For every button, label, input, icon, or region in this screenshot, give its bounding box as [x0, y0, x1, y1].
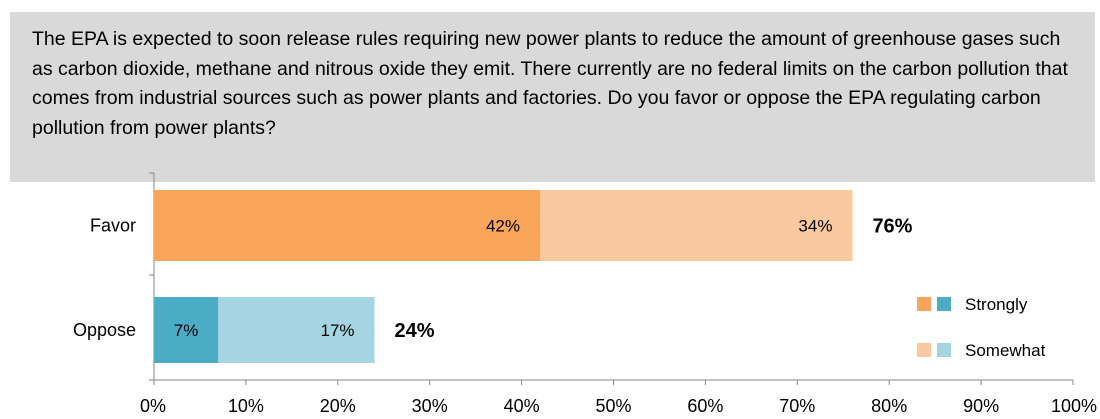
x-tick-label: 20%: [320, 396, 356, 416]
bar-segment: [539, 190, 853, 261]
x-tick-label: 30%: [412, 396, 448, 416]
question-text: The EPA is expected to soon release rule…: [32, 28, 1068, 139]
bar-segment: [154, 297, 219, 363]
legend-swatch: [937, 343, 951, 357]
category-label: Oppose: [73, 320, 136, 340]
legend-swatch: [917, 297, 931, 311]
bar-value-label: 7%: [174, 321, 199, 340]
legend-swatch: [917, 343, 931, 357]
question-text-box: The EPA is expected to soon release rule…: [10, 12, 1095, 182]
chart-legend: Strongly Somewhat: [917, 295, 1046, 360]
legend-swatch: [937, 297, 951, 311]
total-label: 24%: [395, 320, 435, 342]
x-tick-label: 70%: [779, 396, 815, 416]
chart-axes: 0% 10% 20% 30% 40% 50% 60% 70% 80% 90% 100%: [140, 172, 1097, 416]
chart-bars: Favor 42% 34% 76% Oppose 7% 17% 24%: [73, 190, 913, 363]
x-tick-label: 80%: [871, 396, 907, 416]
bar-value-label: 42%: [486, 217, 520, 236]
x-tick-label: 100%: [1051, 396, 1097, 416]
x-tick-label: 40%: [504, 396, 540, 416]
total-label: 76%: [872, 216, 912, 238]
x-tick-label: 0%: [140, 396, 166, 416]
x-tick-label: 60%: [687, 396, 723, 416]
x-tick-label: 10%: [228, 396, 264, 416]
category-label: Favor: [90, 216, 136, 236]
legend-label: Somewhat: [965, 341, 1046, 360]
legend-label: Strongly: [965, 295, 1028, 314]
bar-segment: [154, 190, 540, 261]
bar-value-label: 34%: [798, 217, 832, 236]
x-tick-label: 90%: [963, 396, 999, 416]
bar-value-label: 17%: [321, 321, 355, 340]
bar-segment: [218, 297, 375, 363]
x-tick-label: 50%: [595, 396, 631, 416]
